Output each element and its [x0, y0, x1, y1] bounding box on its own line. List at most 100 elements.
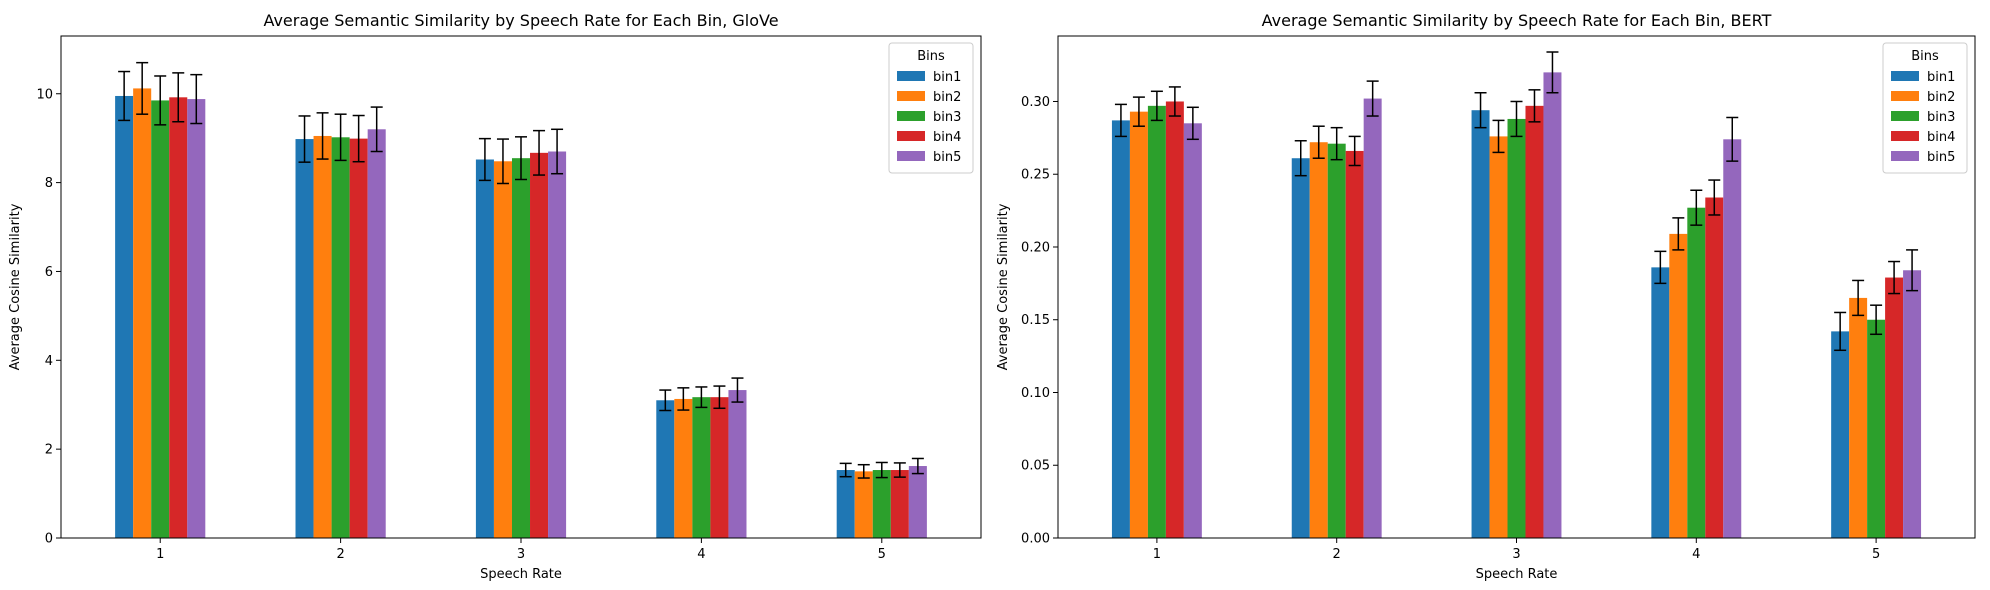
x-tick-label: 4 [697, 547, 705, 562]
bar-bin5-rate-4 [728, 390, 747, 538]
error-bar-bin2-rate-2 [316, 112, 329, 160]
legend-title: Bins [917, 49, 945, 64]
bar-bin5-rate-5 [1903, 270, 1922, 538]
error-bar-bin2-rate-2 [1312, 125, 1325, 159]
bar-bin1-rate-4 [656, 400, 675, 538]
bar-bin4-rate-1 [169, 97, 188, 538]
y-tick-label: 8 [45, 176, 53, 191]
bar-bin5-rate-1 [187, 99, 206, 538]
x-tick-label: 5 [1872, 547, 1880, 562]
bar-bin4-rate-3 [530, 152, 549, 538]
bar-bin2-rate-4 [1669, 233, 1688, 538]
error-bar-bin5-rate-3 [551, 128, 564, 175]
bar-bin3-rate-4 [692, 397, 711, 538]
x-tick-label: 1 [156, 547, 164, 562]
bar-bin3-rate-2 [331, 137, 350, 539]
bar-bin1-rate-5 [836, 470, 855, 538]
error-bar-bin1-rate-2 [1294, 140, 1307, 177]
bar-bin3-rate-1 [1147, 105, 1166, 538]
bar-bin1-rate-1 [115, 95, 134, 538]
bar-bin4-rate-1 [1165, 101, 1184, 538]
bar-bin5-rate-4 [1723, 139, 1742, 538]
bar-bin2-rate-2 [313, 135, 332, 538]
bar-bin1-rate-3 [475, 159, 494, 538]
legend-swatch-bin1 [1891, 71, 1919, 81]
error-bar-bin3-rate-2 [334, 113, 347, 162]
chart-title: Average Semantic Similarity by Speech Ra… [263, 11, 778, 30]
legend-swatch-bin3 [897, 111, 925, 121]
error-bar-bin5-rate-5 [911, 457, 924, 475]
error-bar-bin3-rate-3 [515, 136, 527, 181]
legend-label-bin5: bin5 [1927, 150, 1955, 165]
bar-bin2-rate-4 [674, 398, 693, 538]
legend-swatch-bin2 [897, 91, 925, 101]
error-bar-bin2-rate-4 [677, 387, 690, 411]
legend-swatch-bin1 [897, 71, 925, 81]
error-bar-bin4-rate-2 [1348, 135, 1361, 167]
bar-bin5-rate-1 [1183, 123, 1202, 539]
legend-label-bin2: bin2 [933, 90, 961, 105]
error-bar-bin5-rate-2 [1366, 80, 1379, 117]
bar-bin4-rate-4 [710, 397, 729, 538]
error-bar-bin4-rate-4 [713, 385, 726, 410]
bar-bin3-rate-5 [1867, 319, 1886, 538]
legend-label-bin1: bin1 [1927, 70, 1955, 85]
legend-swatch-bin4 [1891, 131, 1919, 141]
bar-bin3-rate-2 [1327, 143, 1346, 538]
bar-bin1-rate-1 [1111, 120, 1130, 538]
y-tick-label: 0.10 [1021, 386, 1050, 401]
bar-bin1-rate-3 [1471, 110, 1490, 539]
y-tick-label: 0.05 [1021, 459, 1050, 474]
error-bar-bin1-rate-4 [659, 389, 672, 412]
error-bar-bin3-rate-1 [154, 75, 167, 126]
bar-bin5-rate-2 [367, 129, 386, 539]
y-tick-label: 0.25 [1021, 168, 1050, 183]
error-bar-bin5-rate-4 [731, 377, 744, 403]
bar-bin2-rate-3 [493, 161, 512, 538]
error-bar-bin2-rate-5 [857, 463, 870, 479]
x-tick-label: 3 [1512, 547, 1520, 562]
error-bar-bin1-rate-3 [478, 137, 491, 182]
legend-label-bin2: bin2 [1927, 90, 1955, 105]
x-tick-label: 2 [336, 547, 344, 562]
error-bar-bin2-rate-3 [496, 138, 509, 185]
y-tick-label: 6 [45, 265, 53, 280]
bar-bin3-rate-3 [511, 158, 531, 539]
error-bar-bin1-rate-1 [118, 70, 131, 122]
legend-swatch-bin5 [1891, 151, 1919, 161]
error-bar-bin4-rate-3 [533, 129, 546, 176]
error-bar-bin3-rate-5 [875, 461, 888, 479]
bar-bin2-rate-3 [1489, 136, 1508, 538]
legend: Bins bin1 bin2 bin3 bin4 bin5 [888, 42, 974, 174]
x-tick-label: 4 [1692, 547, 1700, 562]
error-bar-bin1-rate-1 [1114, 103, 1127, 138]
legend: Bins bin1 bin2 bin3 bin4 bin5 [1882, 42, 1968, 174]
bar-bin2-rate-1 [1129, 111, 1148, 538]
legend-swatch-bin3 [1891, 111, 1919, 121]
error-bar-bin1-rate-4 [1654, 250, 1667, 285]
error-bar-bin4-rate-1 [1168, 86, 1181, 117]
error-bar-bin5-rate-4 [1726, 116, 1739, 162]
bar-bin2-rate-5 [854, 471, 873, 538]
error-bar-bin3-rate-3 [1510, 100, 1523, 138]
error-bar-bin4-rate-2 [352, 114, 365, 163]
bar-bin5-rate-2 [1363, 98, 1382, 538]
bar-bin4-rate-5 [1885, 277, 1904, 538]
y-tick-label: 0.00 [1021, 532, 1050, 547]
error-bar-bin2-rate-1 [136, 61, 149, 115]
x-tick-label: 1 [1153, 547, 1161, 562]
bar-bin2-rate-1 [133, 88, 152, 539]
y-axis-label: Average Cosine Similarity [8, 203, 23, 370]
error-bar-bin5-rate-1 [1186, 106, 1199, 141]
error-bar-bin5-rate-5 [1906, 249, 1919, 292]
chart-title: Average Semantic Similarity by Speech Ra… [1262, 11, 1772, 30]
bar-bin4-rate-5 [890, 470, 909, 538]
error-bar-bin4-rate-3 [1528, 89, 1541, 123]
y-tick-label: 10 [36, 87, 53, 102]
error-bar-bin3-rate-4 [1690, 189, 1703, 226]
x-tick-label: 5 [878, 547, 886, 562]
y-tick-label: 2 [45, 443, 53, 458]
bar-bin1-rate-2 [295, 139, 314, 538]
bar-bin1-rate-2 [1291, 158, 1310, 539]
